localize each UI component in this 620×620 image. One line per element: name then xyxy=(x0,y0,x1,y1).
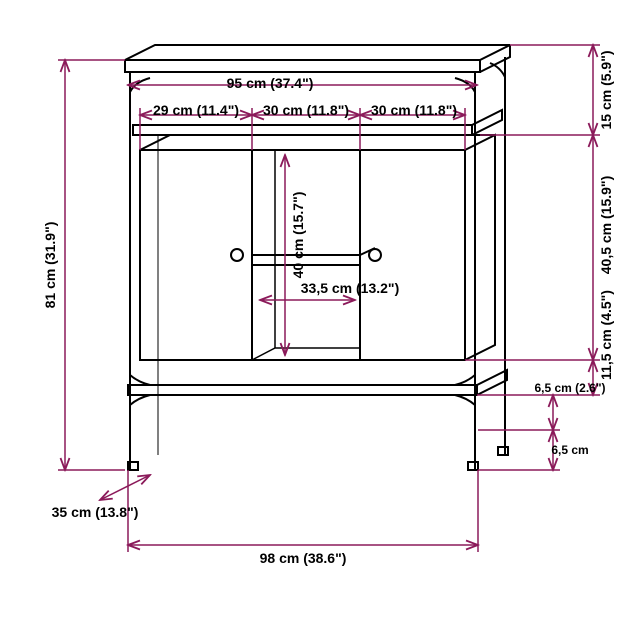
dim-top-gap: 15 cm (5.9") xyxy=(598,50,614,129)
dim-bracket-h: 6,5 cm (2.6") xyxy=(534,381,605,395)
dim-sec-left: 29 cm (11.4") xyxy=(153,102,239,118)
dim-cabinet-h2: 11,5 cm (4.5") xyxy=(598,290,614,380)
drawing-svg xyxy=(0,0,620,620)
dim-height-overall: 81 cm (31.9") xyxy=(42,222,58,309)
dim-shelf-inner: 33,5 cm (13.2") xyxy=(301,280,399,296)
diagram-canvas: 95 cm (37.4") 29 cm (11.4") 30 cm (11.8"… xyxy=(0,0,620,620)
dim-door-height: 40 cm (15.7") xyxy=(290,192,306,279)
dim-width-bottom: 98 cm (38.6") xyxy=(260,550,347,566)
dim-sec-mid: 30 cm (11.8") xyxy=(263,102,349,118)
dim-leg-gap: 6,5 cm xyxy=(551,443,588,457)
dim-width-top: 95 cm (37.4") xyxy=(227,75,314,91)
dim-depth: 35 cm (13.8") xyxy=(52,504,139,520)
dim-sec-right: 30 cm (11.8") xyxy=(371,102,457,118)
dim-cabinet-h1: 40,5 cm (15.9") xyxy=(598,176,614,274)
